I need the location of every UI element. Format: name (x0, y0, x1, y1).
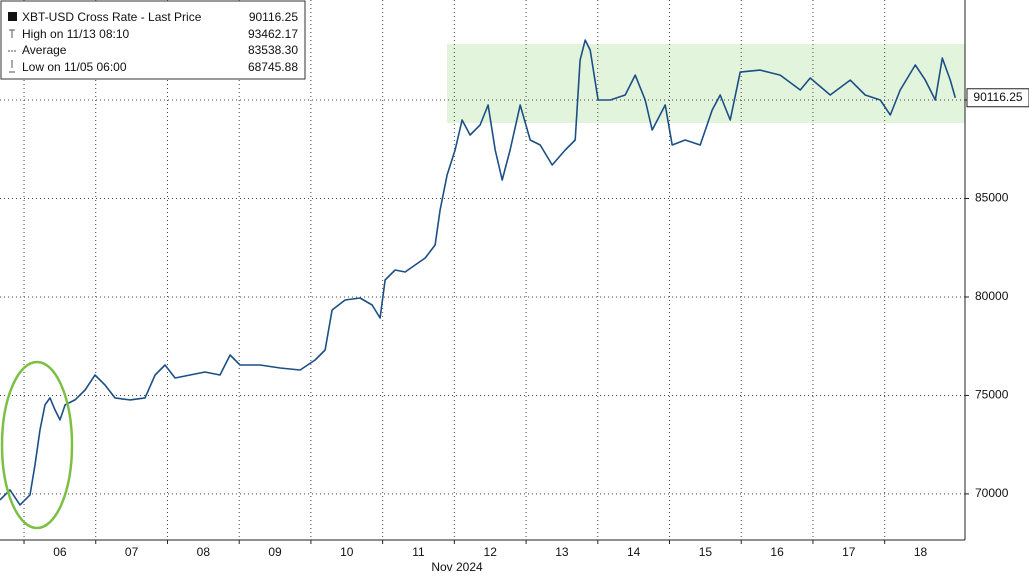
y-tick-label: 75000 (975, 388, 1009, 402)
y-tick-label: 70000 (975, 486, 1009, 500)
x-tick-label: 16 (770, 545, 784, 559)
x-tick-label: 18 (914, 545, 928, 559)
grid (0, 0, 965, 540)
x-tick-label: 08 (197, 545, 211, 559)
x-axis-title: Nov 2024 (431, 560, 483, 574)
x-tick-label: 09 (268, 545, 282, 559)
x-tick-label: 10 (340, 545, 354, 559)
legend-stat-value: 68745.88 (248, 60, 298, 74)
legend-box (0, 0, 306, 80)
legend-icon (9, 29, 15, 38)
x-tick-label: 15 (699, 545, 713, 559)
price-line (0, 39, 957, 506)
x-tick-label: 13 (555, 545, 569, 559)
x-tick-label: 12 (484, 545, 498, 559)
legend: XBT-USD Cross Rate - Last Price 90116.25… (0, 0, 306, 80)
last-price-label: 90116.25 (973, 90, 1022, 104)
y-tick-label: 85000 (975, 191, 1009, 205)
x-tick-label: 11 (412, 545, 425, 559)
highlight-band (447, 44, 965, 123)
legend-stat-value: 83538.30 (248, 43, 298, 57)
legend-stat-label: High on 11/13 08:10 (22, 27, 130, 41)
legend-stat-value: 93462.17 (248, 27, 298, 41)
legend-last-value: 90116.25 (249, 10, 298, 24)
legend-swatch (8, 12, 17, 21)
legend-stat-label: Average (22, 43, 67, 57)
legend-series-name: XBT-USD Cross Rate - Last Price (22, 10, 202, 24)
legend-stat-label: Low on 11/05 06:00 (22, 60, 127, 74)
last-price-box (966, 88, 1029, 108)
y-tick-label: 80000 (975, 289, 1009, 303)
plot (0, 39, 957, 506)
x-tick-label: 17 (842, 545, 856, 559)
x-tick-label: 07 (125, 545, 139, 559)
x-tick-label: 14 (627, 545, 641, 559)
legend-icon (9, 60, 15, 73)
axes: 7000075000800008500090000060708091011121… (23, 88, 1029, 559)
x-tick-label: 06 (53, 545, 67, 559)
highlight-ellipse (0, 360, 74, 530)
